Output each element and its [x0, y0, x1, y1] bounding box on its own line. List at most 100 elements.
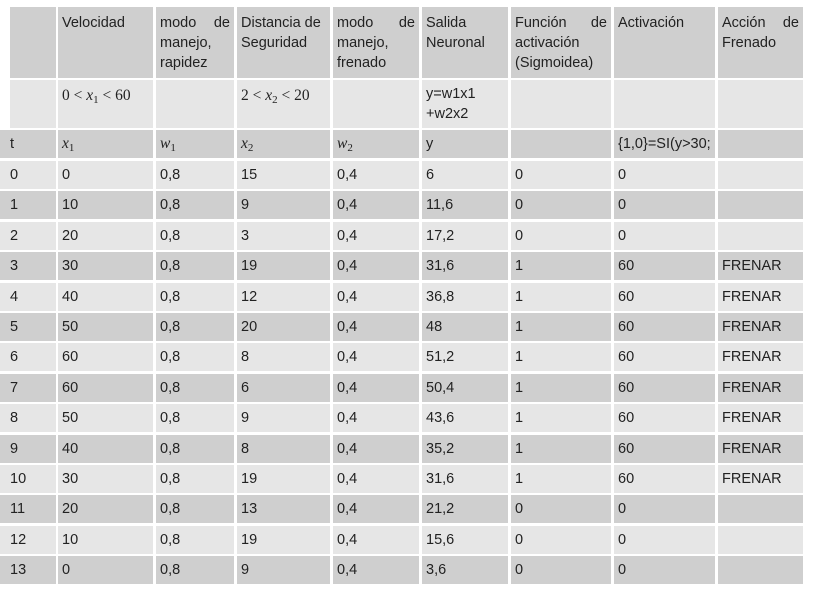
x1-range-lt2: <: [102, 87, 112, 104]
table-cell: 3: [0, 252, 56, 281]
time-symbol: t: [10, 136, 15, 152]
symbol-cell: t: [0, 130, 56, 158]
table-cell: 0,8: [156, 252, 234, 281]
cell-value: 60: [618, 319, 635, 335]
cell-value: 9: [241, 197, 250, 214]
table-cell: 0,8: [156, 495, 234, 524]
range-cell: 0 < x1 < 60: [58, 80, 153, 128]
table-cell: 1: [511, 434, 611, 463]
symbol-cell: w1: [156, 130, 234, 158]
row-index: 9: [10, 440, 19, 457]
w2-symbol-subscript: 2: [347, 142, 353, 154]
symbol-cell: [718, 130, 803, 158]
table-cell: 43,6: [422, 404, 508, 433]
table-cell: 60: [58, 343, 153, 372]
cell-value: 40: [62, 440, 79, 457]
x1-range-max: 60: [115, 87, 131, 104]
header-cell: Activación: [614, 7, 715, 78]
table-cell: 51,2: [422, 343, 508, 372]
table-cell: 6: [422, 161, 508, 189]
x2-symbol: x2: [241, 135, 253, 154]
table-cell: 0: [614, 525, 715, 554]
header-cell: Función de activación (Sigmoidea): [511, 7, 611, 78]
cell-value: 0,4: [337, 501, 358, 518]
header-label: Salida Neuronal: [426, 15, 485, 51]
cell-value: 19: [241, 471, 258, 487]
header-label: Velocidad: [62, 15, 125, 31]
table-cell: [718, 556, 803, 585]
table-cell: 1: [511, 373, 611, 402]
header-label: modo de manejo, rapidez: [160, 15, 230, 71]
row-index: 10: [10, 471, 27, 487]
cell-value: 19: [241, 258, 258, 275]
table-cell: 12: [237, 282, 330, 311]
table-cell: [718, 221, 803, 250]
table-cell: FRENAR: [718, 313, 803, 341]
table-cell: 17,2: [422, 221, 508, 250]
table-cell: 0,8: [156, 525, 234, 554]
cell-value: 0,4: [337, 349, 358, 366]
table-cell: 0: [58, 556, 153, 585]
y-symbol: y: [426, 136, 434, 152]
cell-value: 48: [426, 319, 443, 335]
cell-value: 1: [515, 471, 524, 487]
cell-value: FRENAR: [722, 319, 782, 335]
table-cell: 60: [614, 252, 715, 281]
table-cell: 0,8: [156, 313, 234, 341]
cell-value: 0,8: [160, 440, 181, 457]
cell-value: 21,2: [426, 501, 455, 518]
cell-value: 0,4: [337, 227, 358, 244]
row-index: 8: [10, 410, 19, 427]
neural-output-formula: y=w1x1 +w2x2: [426, 86, 476, 122]
table-cell: 15: [237, 161, 330, 189]
cell-value: 0,4: [337, 379, 358, 396]
cell-value: 0: [515, 531, 524, 548]
table-cell: 50,4: [422, 373, 508, 402]
x2-range-lt: <: [252, 87, 262, 104]
header-cell: Distancia de Seguridad: [237, 7, 330, 78]
table-cell: 0,8: [156, 556, 234, 585]
header-label: Distancia de Seguridad: [241, 15, 321, 51]
table-cell: 50: [58, 404, 153, 433]
cell-value: 0: [515, 167, 524, 183]
table-cell: 0,8: [156, 465, 234, 493]
table-cell: 0,4: [333, 252, 419, 281]
cell-value: 8: [241, 349, 250, 366]
w1-symbol-subscript: 1: [170, 142, 176, 154]
header-label: Función de activación (Sigmoidea): [515, 15, 607, 71]
header-cell: Acción de Frenado: [718, 7, 803, 78]
range-cell: [333, 80, 419, 128]
x2-range-lt2: <: [281, 87, 291, 104]
table-cell: 11: [0, 495, 56, 524]
cell-value: 31,6: [426, 471, 455, 487]
symbol-cell: {1,0}=SI(y>30;: [614, 130, 715, 158]
x1-symbol-subscript: 1: [68, 142, 75, 154]
cell-value: 12: [241, 288, 258, 305]
x2-range-max: 20: [294, 87, 310, 104]
cell-value: 0,8: [160, 471, 181, 487]
table-cell: FRENAR: [718, 465, 803, 493]
cell-value: 11,6: [426, 197, 454, 214]
cell-value: 0,4: [337, 197, 358, 214]
table-cell: 0: [614, 161, 715, 189]
cell-value: 1: [515, 379, 524, 396]
table-cell: 1: [511, 343, 611, 372]
table-cell: 60: [614, 373, 715, 402]
cell-value: 31,6: [426, 258, 455, 275]
table-cell: 31,6: [422, 252, 508, 281]
table-cell: 21,2: [422, 495, 508, 524]
row-index: 12: [10, 531, 27, 548]
cell-value: 0: [618, 501, 627, 518]
table-cell: 1: [511, 465, 611, 493]
table-cell: 0: [511, 221, 611, 250]
cell-value: 0,8: [160, 227, 181, 244]
table-cell: 19: [237, 525, 330, 554]
cell-value: 0,4: [337, 471, 358, 487]
cell-value: 3: [241, 227, 250, 244]
table-cell: 3,6: [422, 556, 508, 585]
cell-value: 0,8: [160, 319, 181, 335]
header-label: Acción de Frenado: [722, 15, 799, 51]
cell-value: 20: [62, 501, 79, 518]
table-cell: 0,4: [333, 282, 419, 311]
table-cell: [718, 525, 803, 554]
